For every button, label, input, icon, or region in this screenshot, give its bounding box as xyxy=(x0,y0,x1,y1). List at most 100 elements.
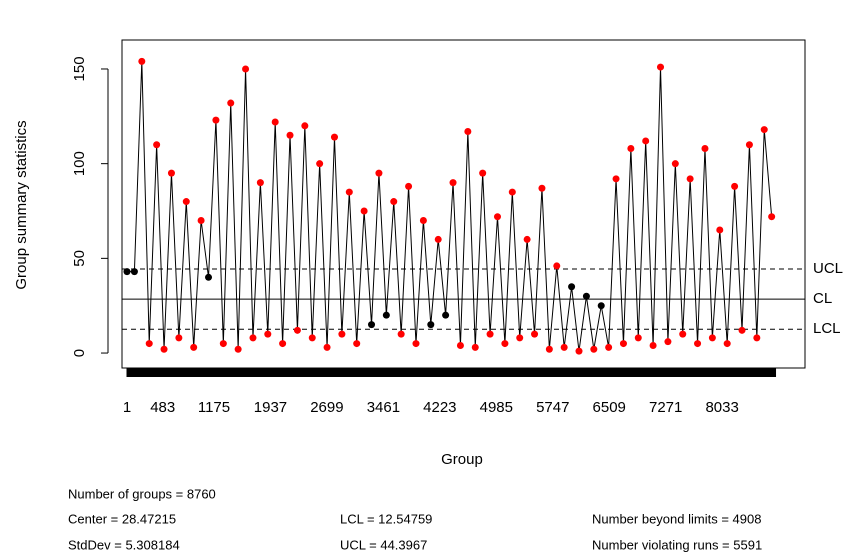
x-tick-label: 8033 xyxy=(705,399,738,416)
y-tick-label: 150 xyxy=(71,56,88,81)
data-point xyxy=(427,321,435,329)
data-point xyxy=(582,292,590,300)
data-point xyxy=(708,334,716,342)
x-tick-label: 483 xyxy=(150,399,175,416)
data-point xyxy=(560,343,568,351)
data-point xyxy=(175,334,183,342)
y-tick-label: 100 xyxy=(71,151,88,176)
stat-text: LCL = 12.54759 xyxy=(340,511,432,526)
x-axis-label: Group xyxy=(441,451,483,468)
data-point xyxy=(456,341,464,349)
data-point xyxy=(338,330,346,338)
data-point xyxy=(234,345,242,353)
data-point xyxy=(508,188,516,196)
data-point xyxy=(486,330,494,338)
data-point xyxy=(731,182,739,190)
data-point xyxy=(501,340,509,348)
data-point xyxy=(671,160,679,168)
data-point xyxy=(701,145,709,153)
data-point xyxy=(568,283,576,291)
data-point xyxy=(182,198,190,206)
data-point xyxy=(523,235,531,243)
data-point xyxy=(738,326,746,334)
data-point xyxy=(434,235,442,243)
x-tick-label: 4985 xyxy=(480,399,513,416)
data-point xyxy=(279,340,287,348)
x-tick-label: 7271 xyxy=(649,399,682,416)
data-point xyxy=(538,184,546,192)
data-point xyxy=(657,63,665,71)
stat-text: StdDev = 5.308184 xyxy=(68,537,180,552)
data-point xyxy=(219,340,227,348)
data-point xyxy=(242,65,250,73)
data-point xyxy=(479,169,487,177)
data-point xyxy=(153,141,161,149)
data-point xyxy=(190,343,198,351)
group-ticks xyxy=(127,368,777,377)
data-point xyxy=(642,137,650,145)
data-point xyxy=(768,213,776,221)
data-point xyxy=(316,160,324,168)
data-point xyxy=(138,57,146,65)
y-tick-label: 0 xyxy=(71,349,88,357)
limit-label: UCL xyxy=(813,260,843,277)
data-point xyxy=(330,133,338,141)
data-point xyxy=(649,341,657,349)
x-tick-label: 4223 xyxy=(423,399,456,416)
data-point xyxy=(419,216,427,224)
data-point xyxy=(634,334,642,342)
y-tick-label: 50 xyxy=(71,250,88,267)
data-point xyxy=(753,334,761,342)
data-point xyxy=(123,268,131,276)
data-point xyxy=(679,330,687,338)
data-point xyxy=(449,179,457,187)
y-axis-label: Group summary statistics xyxy=(13,120,30,289)
x-tick-label: 3461 xyxy=(367,399,400,416)
data-point xyxy=(368,321,376,329)
data-point xyxy=(227,99,235,107)
data-point xyxy=(197,216,205,224)
x-tick-label: 6509 xyxy=(593,399,626,416)
data-point xyxy=(694,340,702,348)
data-point xyxy=(160,345,168,353)
data-point xyxy=(249,334,257,342)
data-point xyxy=(686,175,694,183)
data-point xyxy=(308,334,316,342)
data-point xyxy=(205,273,213,281)
data-point xyxy=(760,126,768,134)
data-line xyxy=(127,61,773,352)
data-point xyxy=(323,343,331,351)
data-point xyxy=(145,340,153,348)
data-point xyxy=(442,311,450,319)
data-point xyxy=(471,343,479,351)
data-point xyxy=(353,340,361,348)
data-point xyxy=(627,145,635,153)
data-point xyxy=(264,330,272,338)
x-tick-label: 5747 xyxy=(536,399,569,416)
plot-box xyxy=(121,39,806,369)
data-point xyxy=(212,116,220,124)
data-point xyxy=(575,347,583,355)
x-tick-label: 1175 xyxy=(198,399,230,416)
data-point xyxy=(256,179,264,187)
x-tick-label: 1937 xyxy=(254,399,287,416)
data-point xyxy=(664,338,672,346)
data-point xyxy=(405,182,413,190)
data-point xyxy=(345,188,353,196)
stat-text: Number of groups = 8760 xyxy=(68,486,216,501)
data-point xyxy=(716,226,724,234)
data-point xyxy=(531,330,539,338)
data-point xyxy=(301,122,309,130)
data-point xyxy=(390,198,398,206)
data-point xyxy=(619,340,627,348)
data-point xyxy=(553,262,561,270)
data-point xyxy=(493,213,501,221)
x-tick-label: 1 xyxy=(123,399,131,416)
stat-text: UCL = 44.3967 xyxy=(340,537,427,552)
data-point xyxy=(545,345,553,353)
data-point xyxy=(590,345,598,353)
data-point xyxy=(375,169,383,177)
data-point xyxy=(271,118,279,126)
stat-text: Number beyond limits = 4908 xyxy=(592,511,761,526)
data-point xyxy=(382,311,390,319)
